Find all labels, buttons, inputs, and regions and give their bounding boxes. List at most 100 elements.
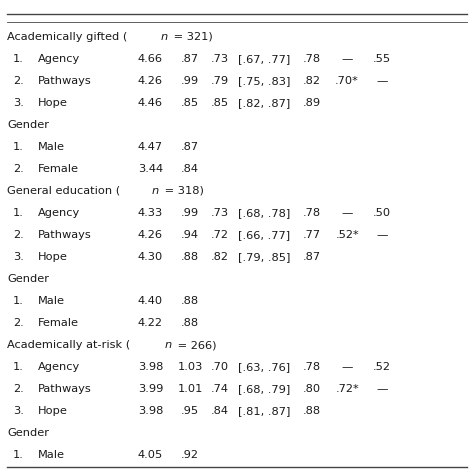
Text: Agency: Agency [38,208,80,218]
Text: Agency: Agency [38,54,80,64]
Text: .70*: .70* [335,76,359,86]
Text: .55: .55 [373,54,391,64]
Text: 1.01: 1.01 [177,384,203,394]
Text: [.63, .76]: [.63, .76] [238,362,290,372]
Text: 4.33: 4.33 [138,208,163,218]
Text: .78: .78 [303,54,321,64]
Text: Male: Male [38,142,65,152]
Text: n: n [152,186,159,196]
Text: Male: Male [38,450,65,460]
Text: 3.98: 3.98 [137,362,163,372]
Text: 3.44: 3.44 [138,164,163,174]
Text: Hope: Hope [38,98,68,108]
Text: Pathways: Pathways [38,384,91,394]
Text: .88: .88 [181,252,199,262]
Text: Pathways: Pathways [38,76,91,86]
Text: 1.: 1. [13,362,24,372]
Text: Hope: Hope [38,406,68,416]
Text: .77: .77 [303,230,321,240]
Text: 4.05: 4.05 [138,450,163,460]
Text: 4.40: 4.40 [138,296,163,306]
Text: .82: .82 [210,252,228,262]
Text: .85: .85 [210,98,229,108]
Text: [.79, .85]: [.79, .85] [238,252,291,262]
Text: Academically gifted (: Academically gifted ( [8,32,128,42]
Text: 1.: 1. [13,296,24,306]
Text: 4.30: 4.30 [138,252,163,262]
Text: 2.: 2. [13,76,24,86]
Text: Academically at-risk (: Academically at-risk ( [8,340,131,350]
Text: —: — [341,362,353,372]
Text: [.68, .78]: [.68, .78] [238,208,290,218]
Text: 4.66: 4.66 [138,54,163,64]
Text: Hope: Hope [38,252,68,262]
Text: 4.26: 4.26 [138,230,163,240]
Text: Pathways: Pathways [38,230,91,240]
Text: .84: .84 [181,164,199,174]
Text: Female: Female [38,164,79,174]
Text: .85: .85 [181,98,199,108]
Text: 1.: 1. [13,54,24,64]
Text: .72: .72 [210,230,228,240]
Text: Gender: Gender [8,274,49,284]
Text: .95: .95 [181,406,199,416]
Text: .73: .73 [210,54,229,64]
Text: —: — [341,54,353,64]
Text: .92: .92 [181,450,199,460]
Text: Agency: Agency [38,362,80,372]
Text: .82: .82 [303,76,321,86]
Text: [.67, .77]: [.67, .77] [238,54,290,64]
Text: [.75, .83]: [.75, .83] [238,76,291,86]
Text: .74: .74 [210,384,228,394]
Text: .80: .80 [303,384,321,394]
Text: = 318): = 318) [161,186,204,196]
Text: 4.46: 4.46 [138,98,163,108]
Text: = 321): = 321) [170,32,213,42]
Text: = 266): = 266) [174,340,216,350]
Text: [.66, .77]: [.66, .77] [238,230,290,240]
Text: .88: .88 [181,296,199,306]
Text: 4.26: 4.26 [138,76,163,86]
Text: Gender: Gender [8,428,49,438]
Text: 1.03: 1.03 [177,362,203,372]
Text: .94: .94 [181,230,199,240]
Text: .87: .87 [181,142,199,152]
Text: 2.: 2. [13,230,24,240]
Text: .88: .88 [181,318,199,328]
Text: 2.: 2. [13,318,24,328]
Text: 2.: 2. [13,164,24,174]
Text: Male: Male [38,296,65,306]
Text: .73: .73 [210,208,229,218]
Text: Gender: Gender [8,120,49,130]
Text: .78: .78 [303,208,321,218]
Text: [.68, .79]: [.68, .79] [238,384,290,394]
Text: .84: .84 [210,406,228,416]
Text: 3.: 3. [13,252,24,262]
Text: .87: .87 [181,54,199,64]
Text: n: n [164,340,172,350]
Text: .88: .88 [303,406,321,416]
Text: .99: .99 [181,76,199,86]
Text: 1.: 1. [13,208,24,218]
Text: .87: .87 [303,252,321,262]
Text: 4.22: 4.22 [138,318,163,328]
Text: .78: .78 [303,362,321,372]
Text: Female: Female [38,318,79,328]
Text: —: — [376,384,388,394]
Text: 1.: 1. [13,142,24,152]
Text: .99: .99 [181,208,199,218]
Text: 1.: 1. [13,450,24,460]
Text: .70: .70 [210,362,229,372]
Text: .50: .50 [373,208,391,218]
Text: [.82, .87]: [.82, .87] [238,98,290,108]
Text: n: n [161,32,168,42]
Text: —: — [376,230,388,240]
Text: 3.: 3. [13,406,24,416]
Text: 2.: 2. [13,384,24,394]
Text: .89: .89 [303,98,321,108]
Text: —: — [341,208,353,218]
Text: .52: .52 [373,362,391,372]
Text: 4.47: 4.47 [138,142,163,152]
Text: General education (: General education ( [8,186,121,196]
Text: 3.98: 3.98 [137,406,163,416]
